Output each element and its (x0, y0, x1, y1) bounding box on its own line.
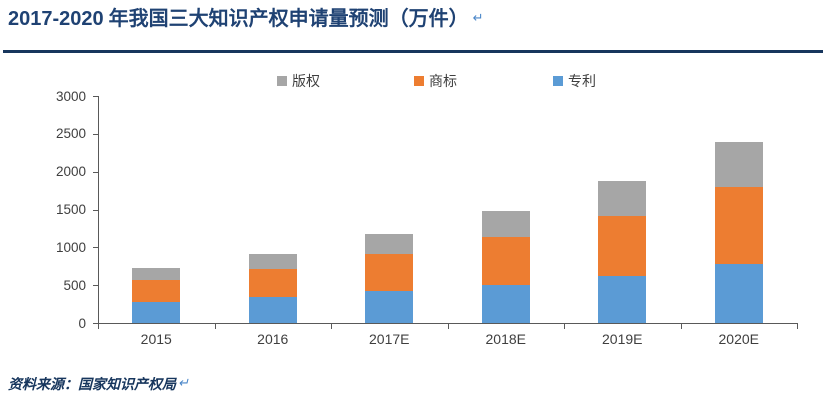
bar-segment-trademark-2017E (365, 254, 414, 292)
plot-area (98, 96, 798, 324)
title-year-range: 2017-2020 (8, 8, 104, 30)
bar-segment-patent-2018E (481, 284, 530, 323)
x-axis-category-label: 2016 (257, 331, 289, 347)
patent-swatch-icon (553, 76, 563, 86)
y-axis-tick-label: 0 (78, 315, 86, 331)
y-axis-tick-label: 1000 (55, 239, 86, 255)
bar-segment-copyright-2015 (132, 267, 181, 281)
legend-label-trademark: 商标 (429, 73, 457, 89)
bar-segment-patent-2016 (248, 296, 297, 323)
y-axis-tick-mark (93, 96, 98, 97)
x-axis-category-label: 2020E (718, 331, 759, 347)
x-axis-tick-mark (98, 324, 99, 329)
x-axis-category-label: 2015 (140, 331, 172, 347)
y-axis-tick-label: 1500 (55, 202, 86, 217)
legend-item-trademark: 商标 (414, 71, 457, 91)
title-text: 年我国三大知识产权申请量预测（万件） (103, 8, 469, 30)
bar-segment-copyright-2020E (714, 142, 763, 188)
bar-segment-trademark-2016 (248, 268, 297, 297)
page-title: 2017-2020 年我国三大知识产权申请量预测（万件） ↵ (8, 4, 484, 33)
y-axis-tick-mark (93, 209, 98, 211)
x-axis-tick-mark (447, 324, 449, 329)
y-axis-tick-mark (93, 133, 98, 135)
x-axis-tick-mark (564, 324, 565, 329)
legend-item-patent: 专利 (553, 71, 596, 91)
legend-label-patent: 专利 (568, 73, 596, 89)
source-text: 资料来源：国家知识产权局 (8, 378, 176, 393)
x-axis-category-label: 2019E (602, 331, 643, 347)
bar-segment-copyright-2017E (365, 233, 414, 255)
bar-segment-copyright-2019E (598, 180, 647, 216)
bar-segment-trademark-2018E (481, 237, 530, 285)
title-divider (3, 50, 823, 53)
x-axis-category-label: 2018E (485, 331, 526, 347)
y-axis-tick-mark (93, 247, 98, 249)
y-axis-tick-mark (93, 285, 98, 287)
bar-segment-patent-2017E (365, 291, 414, 323)
x-axis-tick-mark (797, 324, 798, 329)
bar-segment-copyright-2018E (481, 211, 530, 238)
y-axis-tick-mark (93, 171, 98, 173)
legend-item-copyright: 版权 (277, 71, 320, 91)
x-axis-tick-mark (331, 324, 332, 329)
y-axis-tick-mark (93, 323, 98, 324)
bar-segment-trademark-2020E (714, 187, 763, 265)
bar-segment-trademark-2019E (598, 215, 647, 277)
x-axis-tick-mark (214, 324, 216, 329)
trademark-swatch-icon (414, 76, 424, 86)
x-axis-tick-mark (680, 324, 682, 329)
y-axis-tick-label: 2500 (55, 126, 86, 142)
y-axis-tick-label: 3000 (55, 88, 86, 104)
x-axis-category-label: 2017E (369, 331, 410, 347)
return-mark-icon: ↵ (178, 375, 189, 390)
copyright-swatch-icon (277, 76, 287, 86)
bar-segment-patent-2019E (598, 276, 647, 323)
bar-segment-patent-2015 (132, 301, 181, 323)
bar-segment-copyright-2016 (248, 253, 297, 269)
source-note: 资料来源：国家知识产权局 ↵ (8, 374, 189, 394)
bar-segment-patent-2020E (714, 264, 763, 323)
y-axis-tick-label: 500 (63, 277, 86, 293)
y-axis-tick-label: 2000 (55, 164, 86, 180)
legend-label-copyright: 版权 (292, 73, 320, 89)
bar-segment-trademark-2015 (132, 280, 181, 302)
return-mark-icon: ↵ (472, 10, 484, 25)
